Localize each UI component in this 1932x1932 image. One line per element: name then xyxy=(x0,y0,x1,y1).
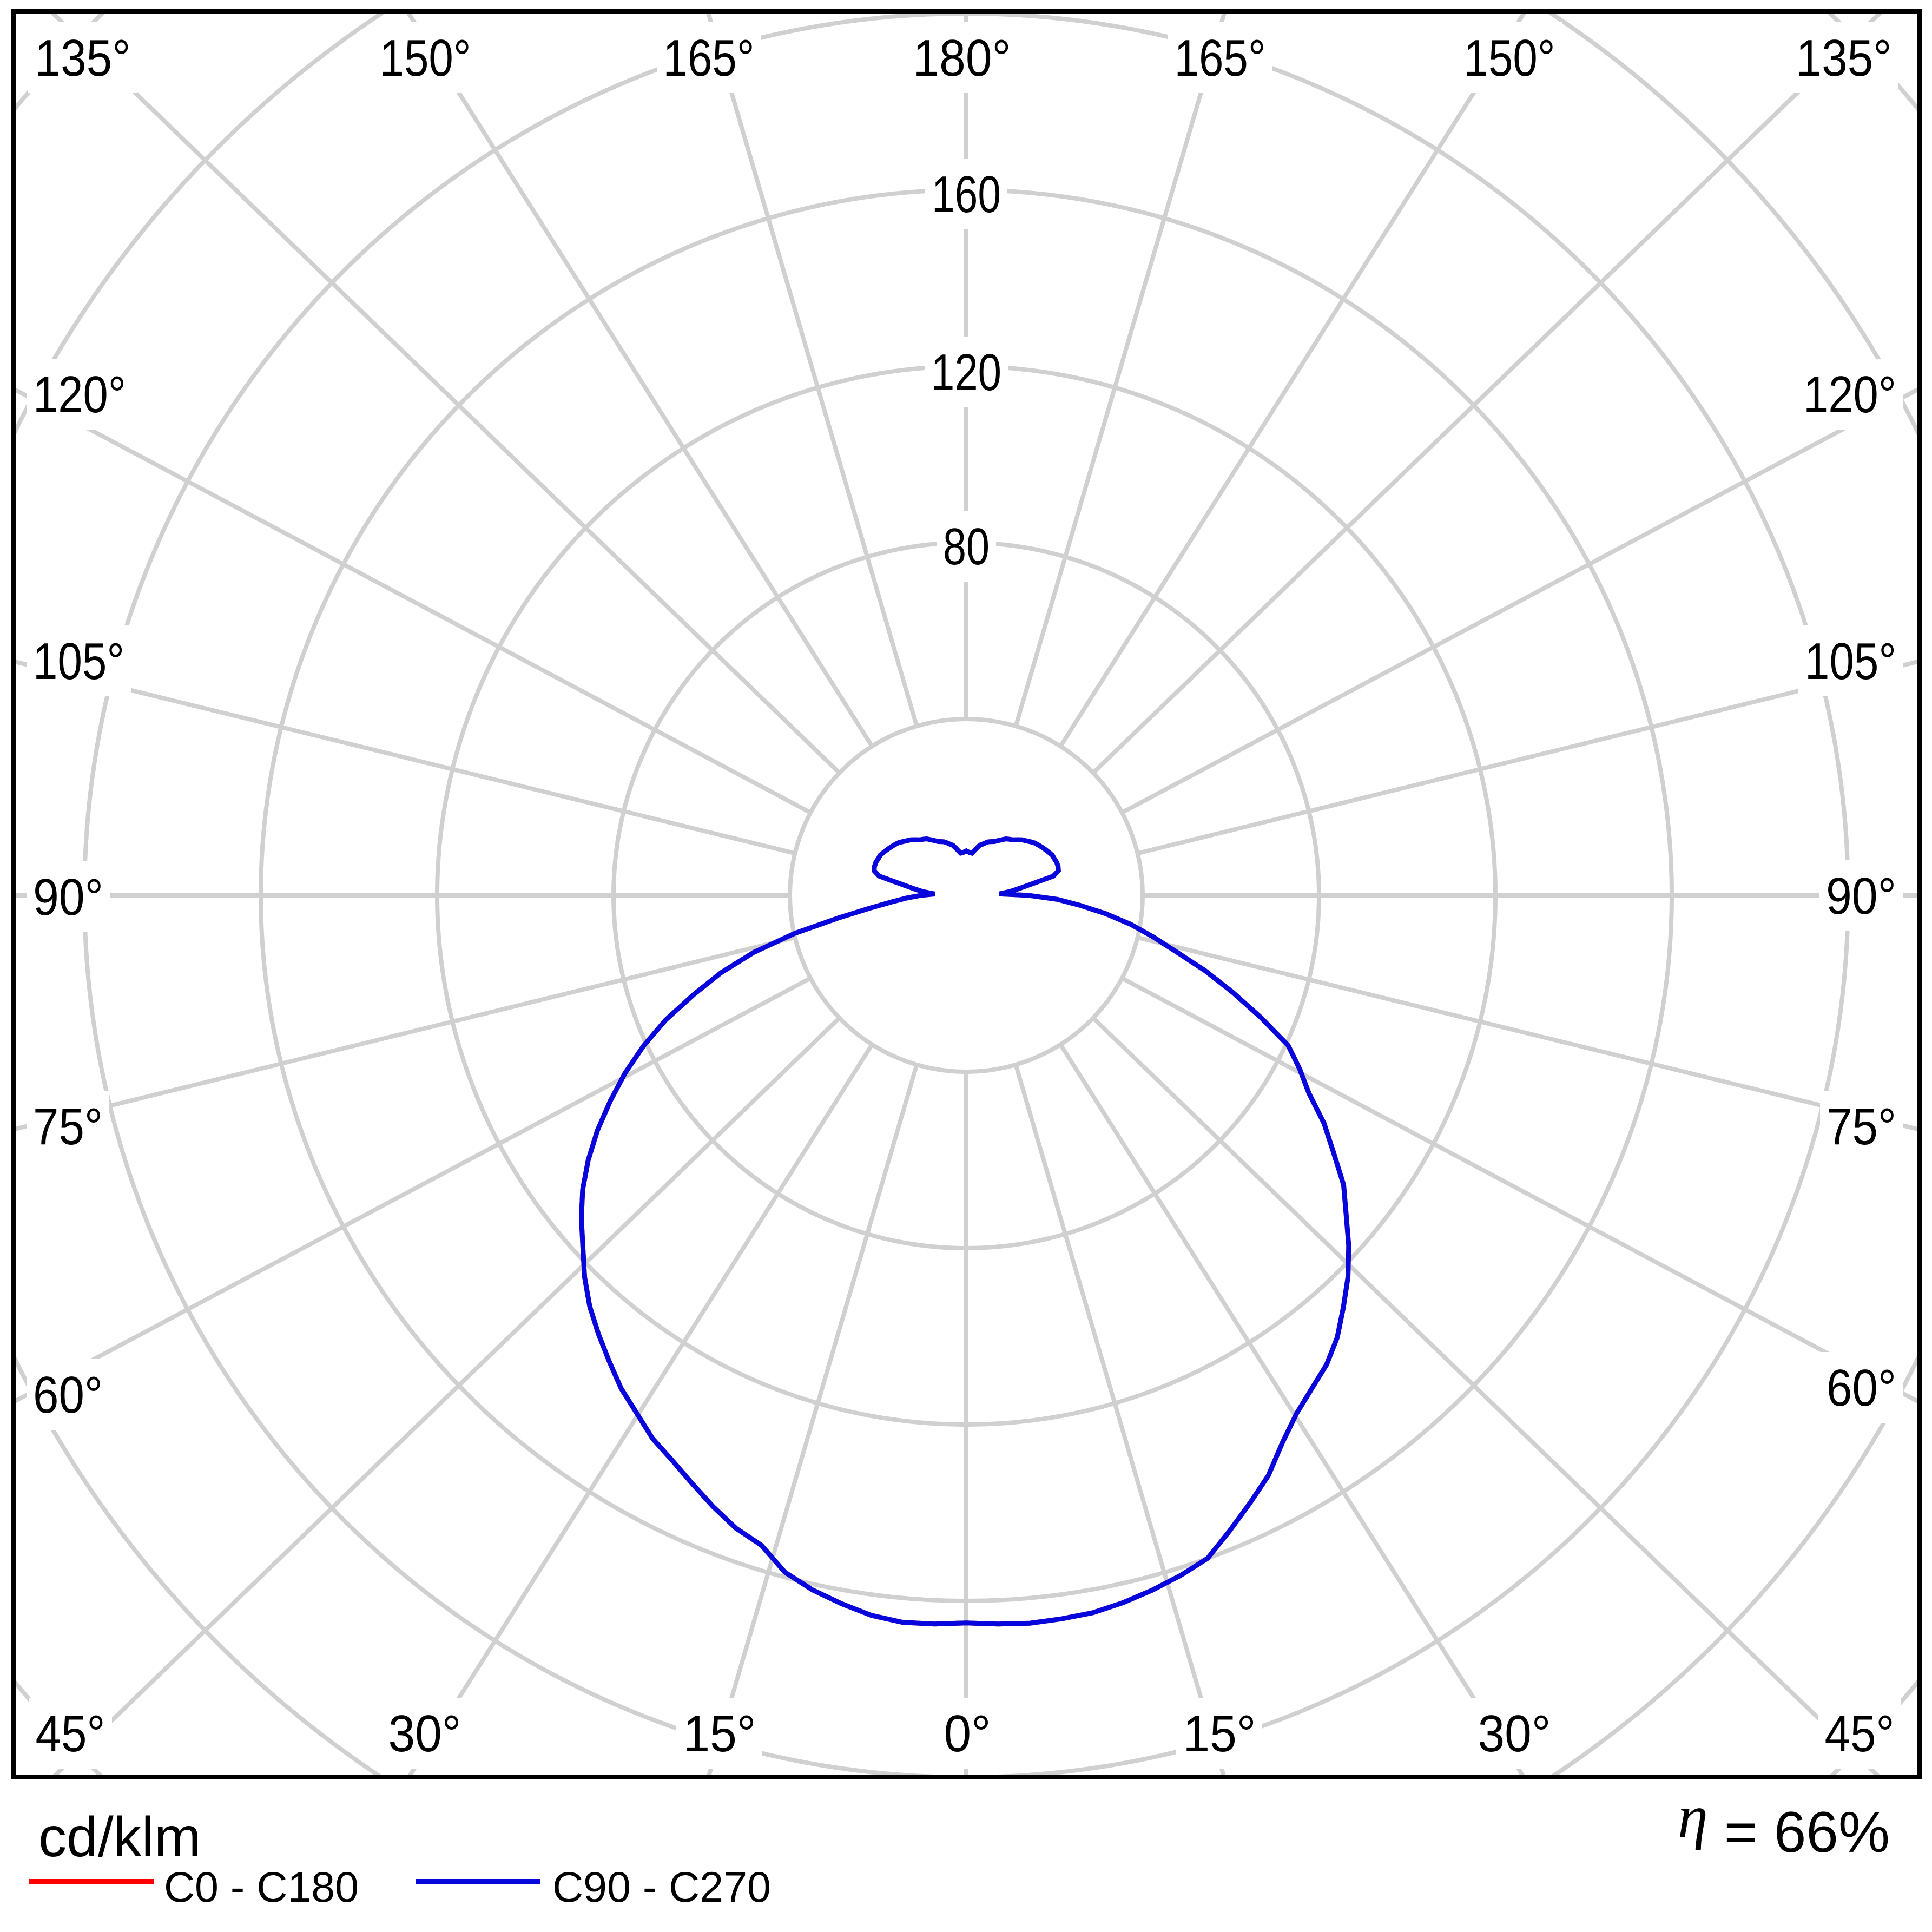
svg-text:cd/klm: cd/klm xyxy=(38,1806,201,1869)
svg-text:135°: 135° xyxy=(35,29,131,87)
svg-text:45°: 45° xyxy=(1825,1705,1895,1763)
svg-text:30°: 30° xyxy=(1478,1705,1551,1763)
svg-text:30°: 30° xyxy=(388,1705,461,1763)
svg-text:75°: 75° xyxy=(1827,1098,1896,1156)
svg-text:15°: 15° xyxy=(1183,1705,1256,1763)
svg-text:75°: 75° xyxy=(33,1098,103,1156)
svg-text:90°: 90° xyxy=(33,868,103,926)
svg-text:165°: 165° xyxy=(663,29,755,87)
svg-text:105°: 105° xyxy=(1805,632,1896,690)
svg-text:0°: 0° xyxy=(944,1705,991,1763)
svg-text:45°: 45° xyxy=(36,1705,105,1763)
svg-text:180°: 180° xyxy=(913,29,1011,87)
svg-text:90°: 90° xyxy=(1826,867,1896,925)
svg-text:60°: 60° xyxy=(1827,1359,1896,1417)
svg-text:C90 - C270: C90 - C270 xyxy=(552,1863,771,1911)
svg-text:η = 66%: η = 66% xyxy=(1678,1783,1890,1864)
svg-text:150°: 150° xyxy=(380,29,471,87)
svg-text:105°: 105° xyxy=(33,632,124,690)
svg-text:C0 - C180: C0 - C180 xyxy=(164,1863,359,1911)
svg-text:120°: 120° xyxy=(33,366,126,424)
svg-text:135°: 135° xyxy=(1796,29,1892,87)
svg-text:15°: 15° xyxy=(683,1705,756,1763)
svg-text:150°: 150° xyxy=(1464,29,1555,87)
svg-text:165°: 165° xyxy=(1175,29,1266,87)
svg-text:120°: 120° xyxy=(1803,366,1896,424)
svg-text:120: 120 xyxy=(931,344,1001,401)
svg-text:160: 160 xyxy=(932,166,1001,223)
svg-text:80: 80 xyxy=(943,518,990,576)
svg-text:60°: 60° xyxy=(33,1366,103,1424)
